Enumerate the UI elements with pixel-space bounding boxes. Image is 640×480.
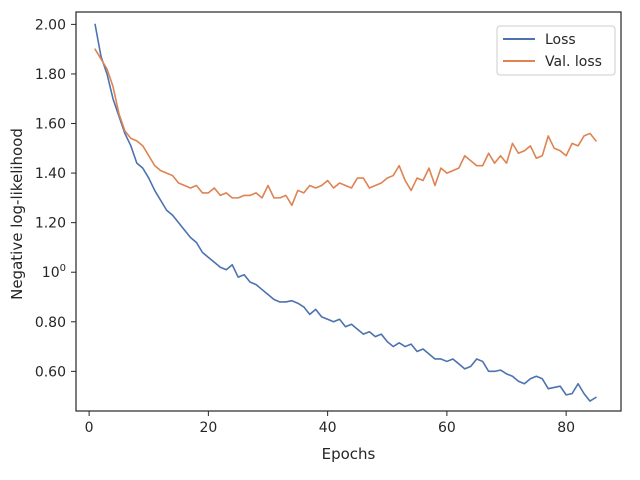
y-tick-label: 1.60 [35,117,66,133]
y-tick-label: 1.40 [35,166,66,182]
x-axis: 0 20 40 60 80 [85,411,575,436]
legend-label-loss: Loss [545,32,576,48]
series-line-1 [94,48,597,207]
x-tick-label: 20 [199,420,217,436]
series-line-0 [94,23,597,402]
x-tick-label: 60 [438,420,456,436]
x-axis-title: Epochs [322,445,376,463]
y-tick-label: 2.00 [35,17,66,33]
y-tick-label: 1.20 [35,216,66,232]
y-tick-label: 0.60 [35,364,66,380]
x-tick-label: 80 [557,420,575,436]
x-tick-label: 40 [319,420,337,436]
y-tick-label: 0.80 [35,315,66,331]
legend: Loss Val. loss [496,25,616,76]
y-tick-label: 1.80 [35,67,66,83]
x-tick-label: 0 [85,420,94,436]
legend-label-val-loss: Val. loss [545,54,602,70]
y-axis-title: Negative log-likelihood [8,128,26,300]
plot-area [94,23,597,402]
axes-frame [75,11,622,412]
